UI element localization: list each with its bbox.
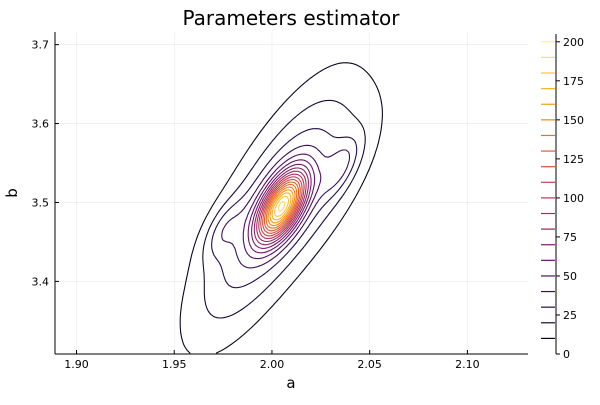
colorbar-tick-label: 75 <box>563 231 577 244</box>
axes <box>54 32 528 355</box>
contour-line <box>251 163 312 249</box>
contour-line <box>211 128 358 289</box>
x-tick-label: 2.05 <box>357 358 382 371</box>
colorbar-tick-label: 0 <box>563 348 570 361</box>
contour-line <box>265 184 298 229</box>
contour-line <box>263 181 300 232</box>
colorbar-tick-label: 175 <box>563 75 584 88</box>
y-axis-title: b <box>3 188 21 198</box>
contour-line <box>262 178 301 234</box>
contour-line <box>242 153 322 260</box>
x-axis-title: a <box>286 374 295 392</box>
colorbar-tick-label: 200 <box>563 36 584 49</box>
contour-line <box>277 200 286 213</box>
colorbar-tick-label: 150 <box>563 114 584 127</box>
contour-line <box>221 144 351 269</box>
contour-line <box>269 189 294 224</box>
colorbar-tick-label: 125 <box>563 153 584 166</box>
x-tick-label: 1.90 <box>64 358 89 371</box>
grid <box>55 32 528 354</box>
colorbar-tick-label: 100 <box>563 192 584 205</box>
colorbar: 0 25 50 75 100 125 150 175 200 <box>541 34 584 361</box>
y-tick-label: 3.5 <box>32 196 50 209</box>
contour-line <box>260 176 303 237</box>
contour-line <box>202 99 366 319</box>
y-tick-label: 3.7 <box>32 39 50 52</box>
contour-line <box>258 173 305 240</box>
contour-line <box>273 195 290 218</box>
x-tick-label: 2.10 <box>455 358 480 371</box>
x-tick-label: 1.95 <box>162 358 187 371</box>
contour-line <box>247 159 316 254</box>
y-tick-label: 3.6 <box>32 118 50 131</box>
contour-line <box>271 192 292 221</box>
y-tick-label: 3.4 <box>32 275 50 288</box>
contour-line <box>256 170 307 243</box>
x-tick-label: 2.00 <box>260 358 285 371</box>
colorbar-tick-label: 25 <box>563 309 577 322</box>
y-ticks: 3.4 3.5 3.6 3.7 <box>32 39 59 288</box>
contour-line <box>267 186 296 227</box>
contour-line <box>253 167 309 246</box>
contour-lines <box>179 62 383 354</box>
colorbar-tick-label: 50 <box>563 270 577 283</box>
chart-title: Parameters estimator <box>183 6 401 30</box>
x-ticks: 1.90 1.95 2.00 2.05 2.10 <box>64 350 480 371</box>
contour-line <box>179 62 383 354</box>
